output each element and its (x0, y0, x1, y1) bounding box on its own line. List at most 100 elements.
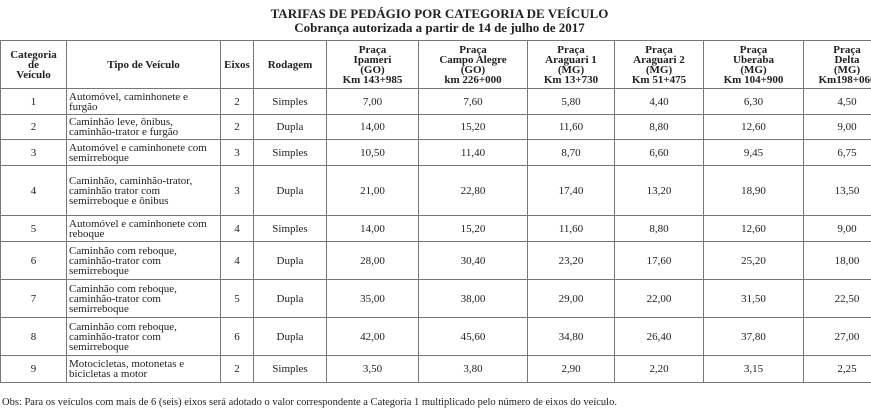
cell: Dupla (253, 279, 327, 318)
cell: Dupla (253, 317, 327, 356)
cell: 2,25 (803, 355, 871, 383)
cell: 12,60 (703, 215, 804, 242)
note: Obs: Para os veículos com mais de 6 (sei… (2, 397, 617, 408)
cell: 4 (220, 215, 254, 242)
cell: 14,00 (326, 114, 419, 140)
table-row: 5 Automóvel e caminhonete com reboque 4 Sim… (0, 215, 871, 242)
cell: 26,40 (614, 317, 704, 356)
cell: Dupla (253, 241, 327, 280)
table-body: 1 Automóvel, caminhonete e furgão 2 Simples… (0, 88, 871, 383)
cell: 1 (0, 88, 67, 115)
header-line: Km 143+985 (342, 73, 403, 86)
cell: 37,80 (703, 317, 804, 356)
header-cell: Praça Delta (MG) Km198+060 (803, 40, 871, 89)
cell: 6,75 (803, 139, 871, 166)
header-cell: Praça Ipameri (GO) Km 143+985 (326, 40, 419, 89)
header-line: Veículo (16, 68, 51, 81)
table-row: 6 Caminhão com reboque, caminhão-trator c… (0, 241, 871, 280)
header-cell: Praça Campo Alegre (GO) km 226+000 (418, 40, 528, 89)
header-line: Praça (645, 43, 673, 56)
header-line: (MG) (740, 63, 767, 76)
cell: Simples (253, 215, 327, 242)
vehicle-type: Caminhão com reboque, caminhão-trator co… (66, 279, 221, 318)
cell: 3,80 (418, 355, 528, 383)
header-line: km 226+000 (444, 73, 502, 86)
cell: 18,90 (703, 165, 804, 216)
cell: 5 (220, 279, 254, 318)
cell: 4 (220, 241, 254, 280)
cell: 27,00 (803, 317, 871, 356)
cell: 5,80 (527, 88, 615, 115)
cell: 31,50 (703, 279, 804, 318)
cell: 8,80 (614, 215, 704, 242)
cell: 38,00 (418, 279, 528, 318)
cell: 35,00 (326, 279, 419, 318)
cell: 6 (220, 317, 254, 356)
cell: 23,20 (527, 241, 615, 280)
header-line: (GO) (360, 63, 385, 76)
cell: 12,60 (703, 114, 804, 140)
cell: 11,60 (527, 215, 615, 242)
header-line: Km 51+475 (631, 73, 687, 86)
cell: 22,80 (418, 165, 528, 216)
header-cell: Praça Araguari 1 (MG) Km 13+730 (527, 40, 615, 89)
cell: 7,00 (326, 88, 419, 115)
header-cell: Praça Araguari 2 (MG) Km 51+475 (614, 40, 704, 89)
cell: 3 (0, 139, 67, 166)
cell: 22,00 (614, 279, 704, 318)
cell: 2 (220, 88, 254, 115)
vehicle-type: Caminhão com reboque, caminhão-trator co… (66, 317, 221, 356)
header-line: Tipo de Veículo (107, 58, 180, 71)
header-line: Praça (358, 43, 387, 56)
cell: 18,00 (803, 241, 871, 280)
cell: 4 (0, 165, 67, 216)
vehicle-type: Automóvel, caminhonete e furgão (66, 88, 221, 115)
vehicle-type: Caminhão, caminhão-trator, caminhão trat… (66, 165, 221, 216)
cell: 5 (0, 215, 67, 242)
cell: 9 (0, 355, 67, 383)
header-cell: Categoria de Veículo (0, 40, 67, 89)
cell: 9,45 (703, 139, 804, 166)
table-row: 4 Caminhão, caminhão-trator, caminhão tra… (0, 165, 871, 216)
cell: 17,40 (527, 165, 615, 216)
cell: 6 (0, 241, 67, 280)
cell: 4,40 (614, 88, 704, 115)
header-line: (MG) (645, 63, 673, 76)
cell: 2 (220, 355, 254, 383)
cell: Simples (253, 355, 327, 383)
header-line: Km198+060 (818, 73, 871, 86)
header-line: Praça (833, 43, 861, 56)
cell: Dupla (253, 114, 327, 140)
vehicle-type: Caminhão com reboque, caminhão-trator co… (66, 241, 221, 280)
header-line: Praça (557, 43, 585, 56)
table-row: 7 Caminhão com reboque, caminhão-trator c… (0, 279, 871, 318)
table-row: 1 Automóvel, caminhonete e furgão 2 Simples… (0, 88, 871, 115)
table-row: 2 Caminhão leve, ônibus, caminhão-trator … (0, 114, 871, 140)
header-line: Km 13+730 (543, 73, 599, 86)
vehicle-type: Motocicletas, motonetas e bicicletas a m… (66, 355, 221, 383)
title: TARIFAS DE PEDÁGIO POR CATEGORIA DE VEÍC… (270, 6, 609, 21)
header-row: Categoria de Veículo Tipo de Veículo Eixos Ro… (0, 40, 871, 89)
vehicle-type: Automóvel e caminhonete com reboque (66, 215, 221, 242)
cell: 28,00 (326, 241, 419, 280)
cell: 13,50 (803, 165, 871, 216)
cell: Simples (253, 88, 327, 115)
cell: 2,20 (614, 355, 704, 383)
cell: 6,30 (703, 88, 804, 115)
cell: 9,00 (803, 114, 871, 140)
subtitle: Cobrança autorizada a partir de 14 de ju… (294, 20, 585, 35)
header-line: de (28, 58, 39, 71)
cell: 7,60 (418, 88, 528, 115)
cell: Dupla (253, 165, 327, 216)
cell: 10,50 (326, 139, 419, 166)
cell: 30,40 (418, 241, 528, 280)
header-line: Praça (739, 43, 768, 56)
cell: 2,90 (527, 355, 615, 383)
cell: 22,50 (803, 279, 871, 318)
cell: 34,80 (527, 317, 615, 356)
cell: 3 (220, 165, 254, 216)
cell: 15,20 (418, 215, 528, 242)
header-line: Praça (459, 43, 487, 56)
header-cell: Rodagem (253, 40, 327, 89)
